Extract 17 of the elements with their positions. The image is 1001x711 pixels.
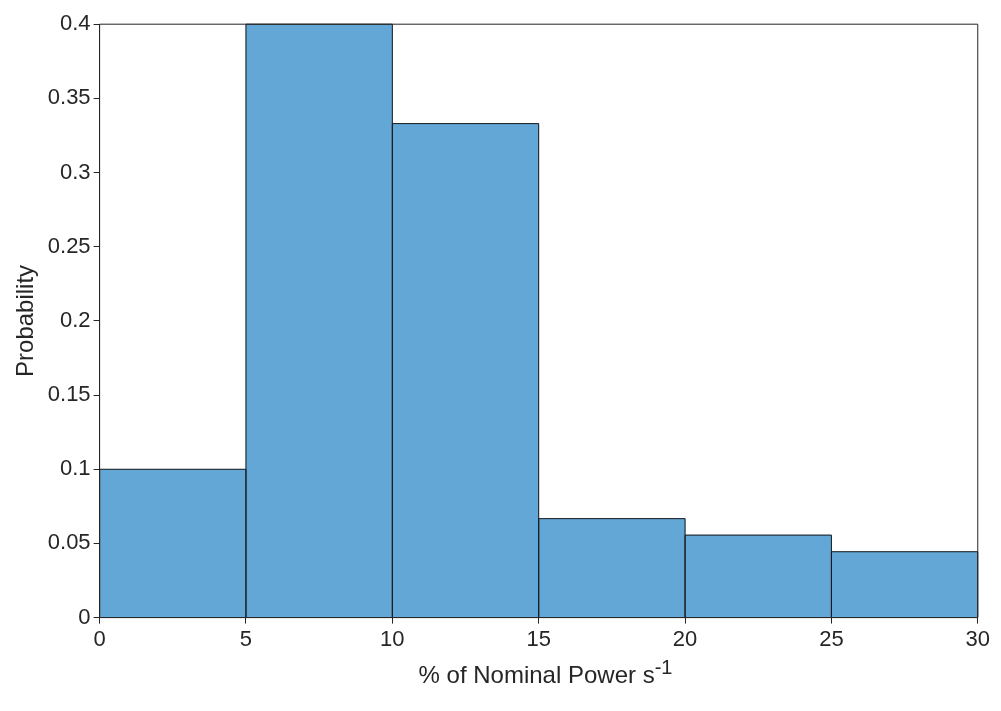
x-tick-label: 30 [965, 625, 991, 651]
y-tick-label: 0.4 [60, 10, 91, 36]
y-tick-label: 0.25 [47, 232, 91, 258]
x-tick-label: 25 [819, 625, 844, 651]
y-tick-label: 0.35 [47, 84, 91, 110]
x-tick-label: 10 [380, 625, 405, 651]
x-tick-label: 15 [526, 625, 551, 651]
y-tick-label: 0.3 [60, 158, 91, 184]
x-tick-label: 20 [672, 625, 698, 651]
y-tick-label: 0.05 [47, 529, 91, 555]
y-tick-label: 0 [78, 603, 91, 629]
x-axis-title: % of Nominal Power s$^{-1}$ [417, 656, 674, 689]
y-tick-label: 0.2 [60, 306, 91, 332]
y-axis-title: Probability [11, 264, 39, 377]
x-tick-label: 5 [239, 625, 253, 651]
y-tick-label: 0.1 [60, 455, 91, 481]
y-tick-label: 0.15 [47, 381, 91, 407]
